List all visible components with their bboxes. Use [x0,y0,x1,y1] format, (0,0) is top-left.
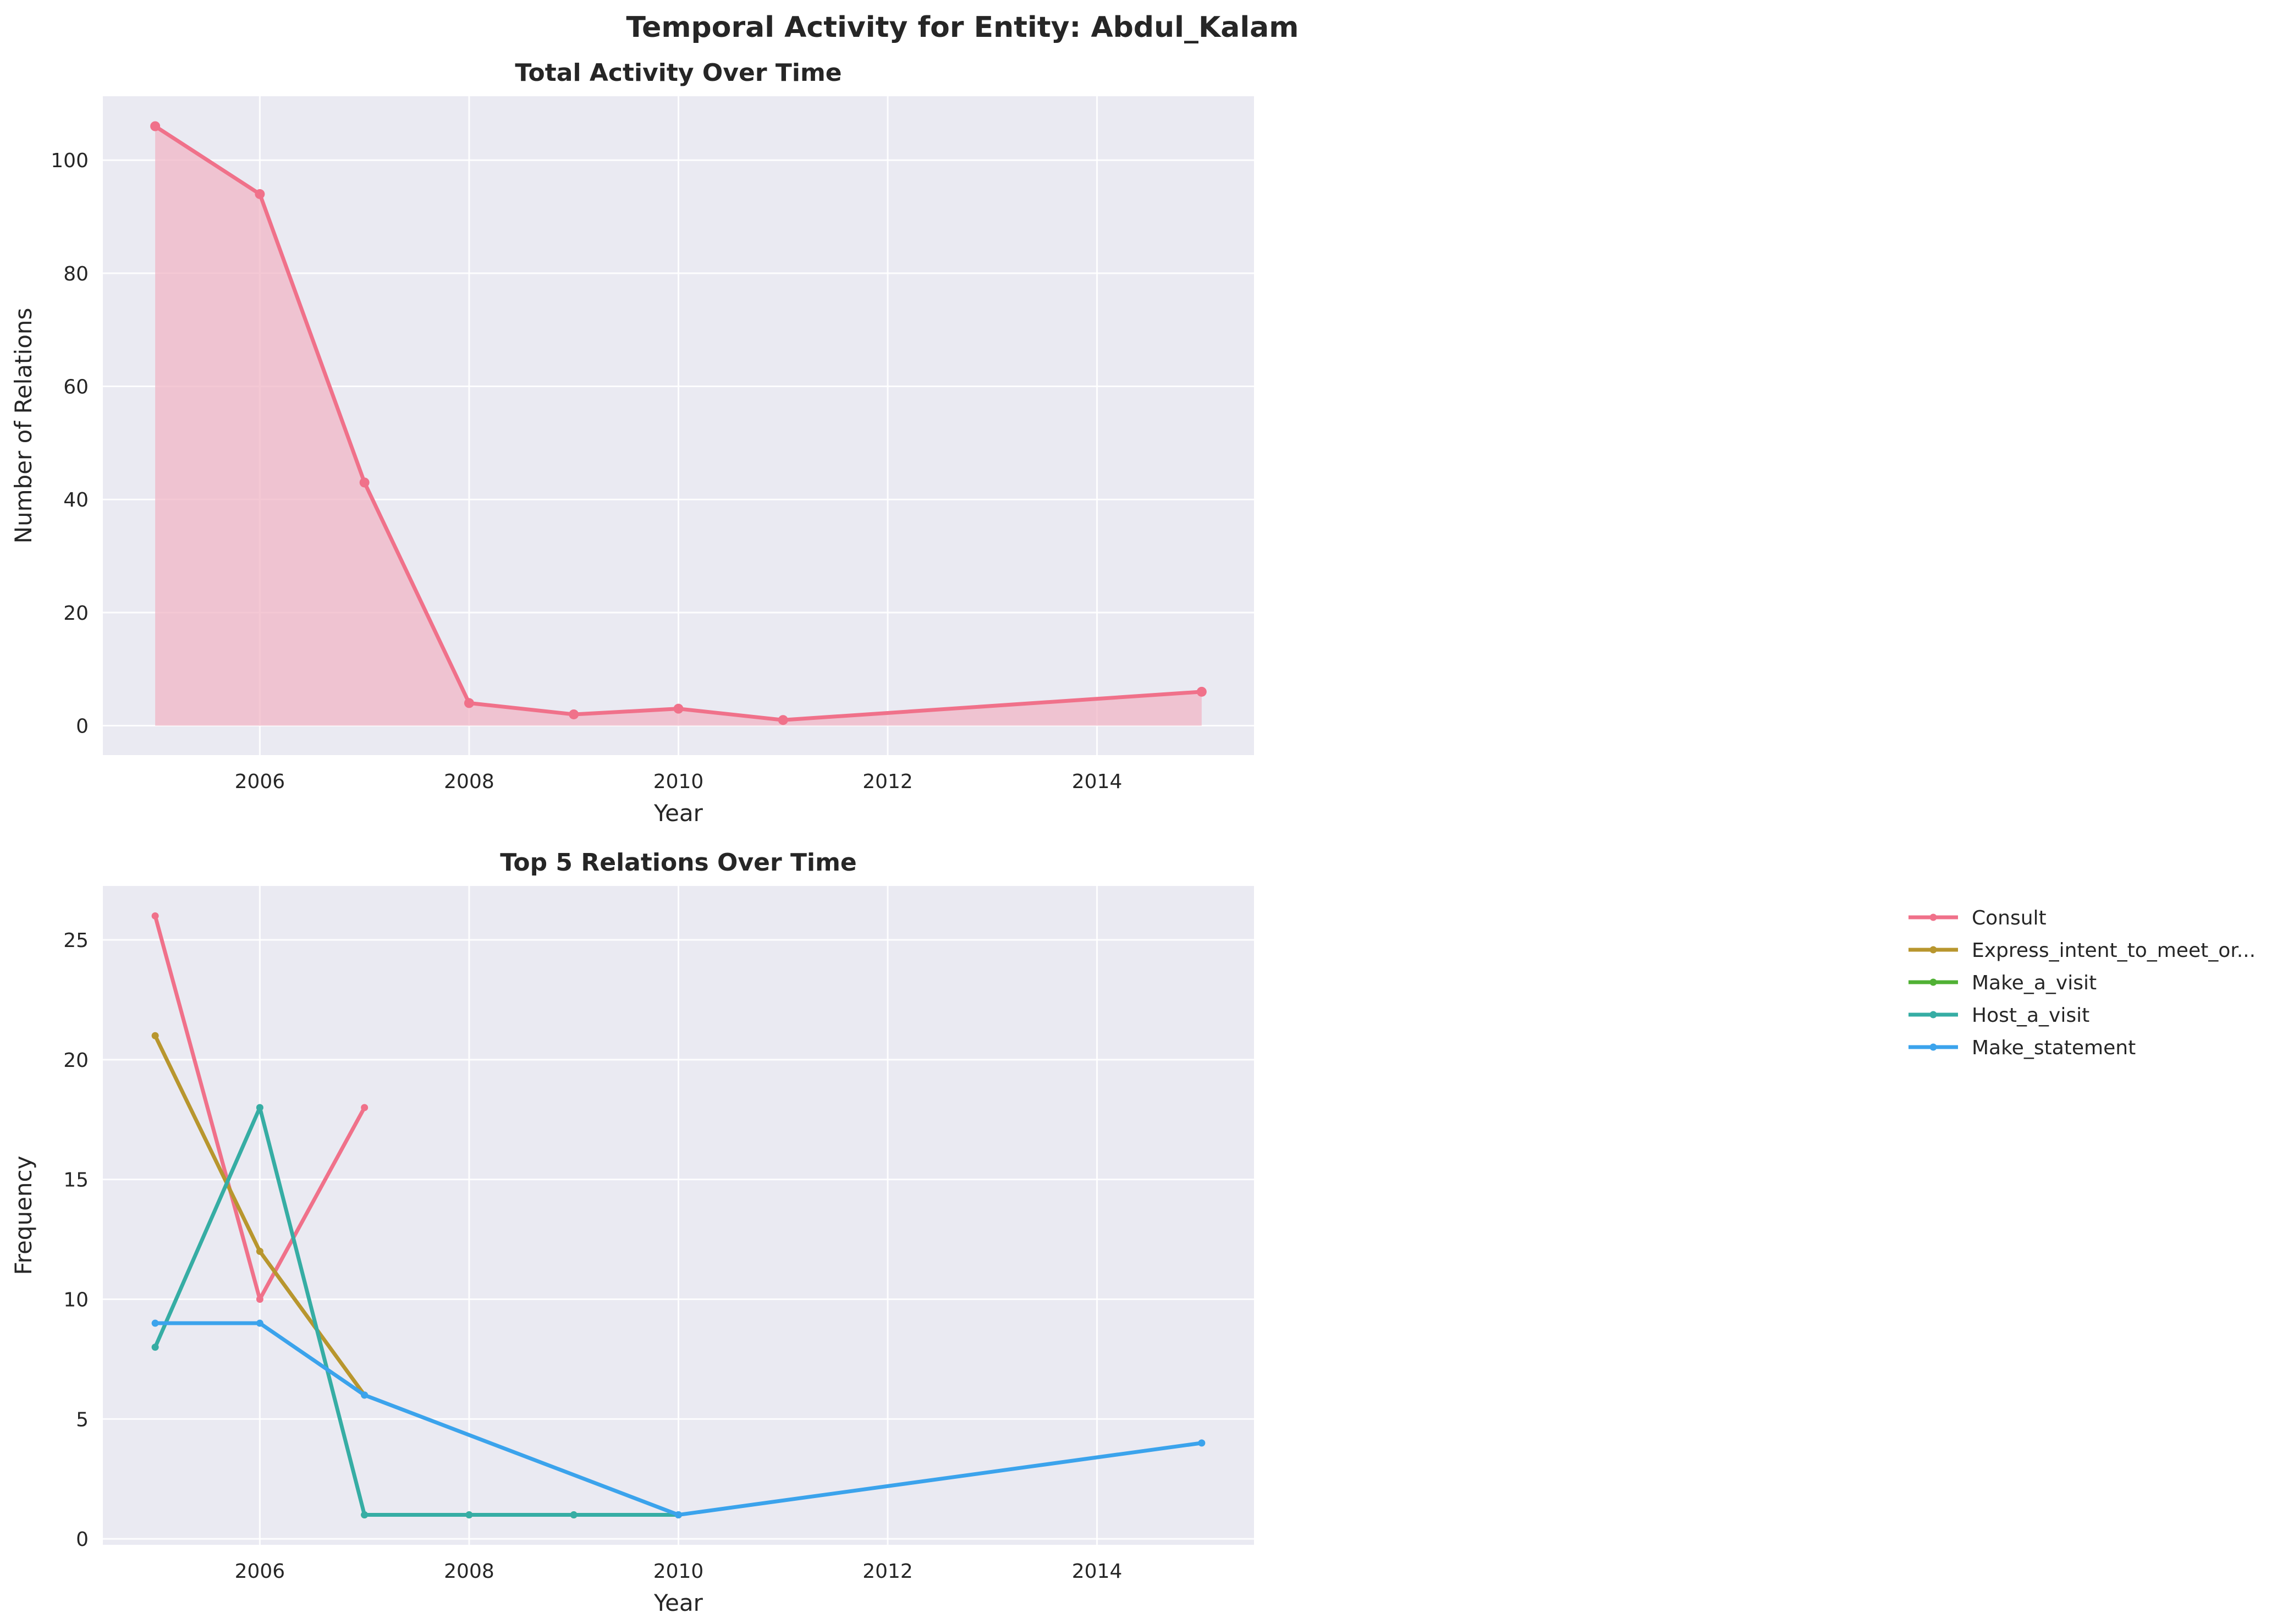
legend-label: Express_intent_to_meet_or... [1972,939,2256,962]
data-point: 2007: 18 [361,1104,369,1111]
data-point: 2008: 4 [464,698,474,708]
y-tick-label: 15 [63,1169,89,1192]
x-axis-label: Year [653,1589,703,1616]
y-tick-label: 40 [63,489,89,511]
y-tick-label: 80 [63,263,89,285]
data-point: 2015: 4 [1198,1439,1206,1447]
legend-marker [1929,1011,1937,1019]
legend-marker [1929,1043,1937,1051]
y-tick-label: 0 [76,1528,89,1551]
x-tick-label: 2010 [653,1560,704,1583]
y-tick-label: 20 [63,602,89,625]
chart-title: Total Activity Over Time [515,59,842,87]
data-point: 2006: 10 [256,1295,263,1303]
y-tick-label: 25 [63,929,89,952]
x-tick-label: 2010 [653,770,704,793]
x-tick-label: 2014 [1072,770,1123,793]
data-point: 2007: 43 [359,477,370,488]
data-point: 2005: 26 [151,912,159,920]
legend-marker [1929,913,1937,921]
relations-legend: Consult Express_intent_to_meet_or... Make_… [1909,907,2256,1059]
x-tick-label: 2008 [444,770,494,793]
figure-suptitle: Temporal Activity for Entity: Abdul_Kala… [626,11,1299,44]
area-fill [155,126,1202,726]
chart-title: Top 5 Relations Over Time [500,849,857,877]
y-tick-label: 100 [51,150,89,172]
data-point: 2006: 18 [256,1104,263,1111]
x-tick-label: 2006 [235,1560,285,1583]
x-tick-label: 2012 [862,770,913,793]
data-point: 2005: 9 [151,1319,159,1327]
y-tick-label: 60 [63,376,89,399]
legend-label: Host_a_visit [1972,1004,2089,1027]
data-point: 2006: 94 [255,189,265,199]
legend-label: Make_statement [1972,1037,2136,1059]
data-point: 2010: 3 [673,703,684,714]
data-point: 2011: 1 [778,715,788,725]
data-point: 2010: 1 [675,1511,682,1519]
data-point: 2008: 1 [465,1511,473,1519]
y-tick-label: 0 [76,715,89,738]
legend-label: Make_a_visit [1972,972,2097,994]
data-point: 2005: 106 [150,121,161,131]
x-tick-label: 2014 [1072,1560,1123,1583]
y-tick-label: 20 [63,1049,89,1072]
y-tick-label: 5 [76,1408,89,1431]
data-point: 2006: 12 [256,1247,263,1255]
data-point: 2005: 21 [151,1032,159,1039]
legend-marker [1929,946,1937,954]
data-point: 2005: 8 [151,1344,159,1351]
data-point: 2015: 6 [1196,686,1207,697]
y-axis-label: Frequency [10,1156,37,1275]
x-tick-label: 2008 [444,1560,494,1583]
series-line-0 [153,124,1204,722]
total-activity-panel: 2006 2008 2010 2012 2014 0 20 40 60 80 100 Total Ac… [10,59,1254,827]
x-axis-label: Year [653,800,703,827]
y-tick-label: 10 [63,1289,89,1311]
x-tick-label: 2012 [862,1560,913,1583]
data-point: 2006: 9 [256,1319,263,1327]
x-tick-label: 2006 [235,770,285,793]
data-point: 2007: 1 [361,1511,369,1519]
top-relations-panel: 2006 2008 2010 2012 2014 0 5 10 15 20 25 Top 5 Rela… [10,849,1254,1616]
legend-label: Consult [1972,907,2047,929]
data-point: 2009: 1 [570,1511,578,1519]
data-point: 2009: 2 [569,709,579,719]
data-point: 2007: 6 [361,1391,369,1399]
y-axis-label: Number of Relations [10,308,37,544]
series-line-3 [153,1105,680,1517]
legend-marker [1929,978,1937,986]
